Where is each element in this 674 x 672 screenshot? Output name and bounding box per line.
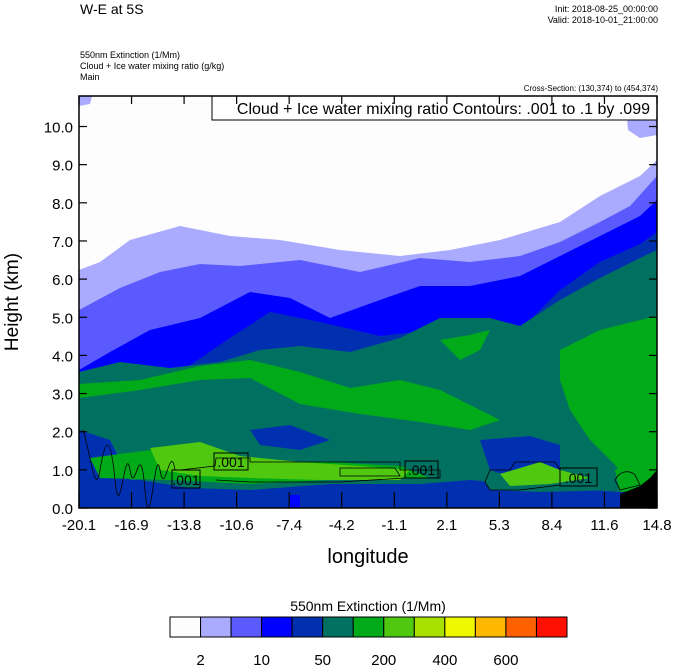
band-level-6 <box>560 316 657 470</box>
band-level-6 <box>79 360 500 430</box>
mixing-ratio-contours: .001 .001 .001 .001 <box>82 429 641 509</box>
extinction-field <box>79 96 657 508</box>
cross-section-label: Cross-Section: (130,374) to (454,374) <box>524 84 659 93</box>
x-tick-label: 14.8 <box>642 517 671 534</box>
colorbar-label: 10 <box>253 652 270 667</box>
colorbar-swatch <box>413 616 446 638</box>
init-time: Init: 2018-08-25_00:00:00 <box>555 4 658 14</box>
x-tick-label: 5.3 <box>489 517 510 534</box>
colorbar-swatch <box>230 616 263 638</box>
contour-label: .001 <box>565 470 592 486</box>
colorbar: 2 10 50 200 400 600 <box>169 616 568 669</box>
x-tick-label: -4.2 <box>329 517 355 534</box>
contour-label-box <box>404 460 439 479</box>
colorbar-swatch <box>383 616 415 638</box>
colorbar-swatch <box>261 616 293 638</box>
x-tick-label: -1.1 <box>381 517 407 534</box>
colorbar-swatch <box>444 616 476 638</box>
contour-label-box <box>559 467 598 487</box>
y-tick-label: 1.0 <box>52 463 73 480</box>
colorbar-label: 50 <box>314 652 331 667</box>
subtitle-mixing-ratio: Cloud + Ice water mixing ratio (g/kg) <box>80 61 224 71</box>
terrain <box>620 470 657 508</box>
x-tick-label: -20.1 <box>62 517 96 534</box>
y-tick-label: 5.0 <box>52 310 73 327</box>
contour-line <box>82 429 176 509</box>
axes: 0.0 1.0 2.0 3.0 4.0 5.0 6.0 7.0 8.0 9.0 10.0 -20.1 -… <box>44 96 672 534</box>
colorbar-swatch <box>291 616 324 638</box>
band-level-4 <box>250 425 330 450</box>
contour-label-box <box>171 469 201 489</box>
contour-label-box <box>213 452 249 471</box>
colorbar-label: 2 <box>196 652 204 667</box>
y-tick-label: 9.0 <box>52 158 73 175</box>
colorbar-swatch <box>474 616 507 638</box>
plot-title: W-E at 5S <box>80 1 144 17</box>
x-tick-label: 2.1 <box>436 517 457 534</box>
y-tick-label: 2.0 <box>52 425 73 442</box>
contour-label: .001 <box>172 472 199 488</box>
band-level-1 <box>79 96 92 106</box>
x-tick-label: 8.4 <box>541 517 562 534</box>
y-tick-label: 4.0 <box>52 348 73 365</box>
y-tick-label: 8.0 <box>52 196 73 213</box>
subtitle-extinction: 550nm Extinction (1/Mm) <box>80 50 180 60</box>
contour-info: Cloud + Ice water mixing ratio Contours:… <box>237 101 650 118</box>
colorbar-title: 550nm Extinction (1/Mm) <box>290 598 446 614</box>
x-tick-label: -7.4 <box>276 517 302 534</box>
x-tick-label: 11.6 <box>590 517 618 534</box>
plot-frame <box>78 95 658 509</box>
valid-time: Valid: 2018-10-01_21:00:00 <box>548 15 658 25</box>
contour-line <box>484 461 561 491</box>
colorbar-swatch <box>352 616 385 638</box>
contour-label: .001 <box>408 462 435 478</box>
subtitle-main: Main <box>80 72 100 82</box>
contour-line <box>179 457 441 483</box>
y-tick-label: 10.0 <box>44 120 73 137</box>
colorbar-swatch <box>322 616 354 638</box>
y-axis-label: Height (km) <box>2 253 23 351</box>
y-tick-label: 3.0 <box>52 387 73 404</box>
contour-label: .001 <box>217 454 244 470</box>
y-tick-label: 6.0 <box>52 272 73 289</box>
contour-line <box>339 467 401 477</box>
x-tick-label: -16.9 <box>114 517 148 534</box>
band-level-6 <box>440 330 490 360</box>
colorbar-label: 200 <box>371 652 396 667</box>
colorbar-swatch <box>200 616 232 638</box>
band-level-3 <box>290 495 300 508</box>
colorbar-swatch <box>169 616 202 638</box>
colorbar-swatch <box>505 616 537 638</box>
colorbar-label: 400 <box>432 652 457 667</box>
y-tick-label: 0.0 <box>52 501 73 518</box>
x-tick-label: -13.8 <box>167 517 201 534</box>
y-tick-label: 7.0 <box>52 234 73 251</box>
band-level-7 <box>500 462 590 486</box>
contour-line <box>614 471 641 491</box>
x-tick-label: -10.6 <box>220 517 254 534</box>
colorbar-label: 600 <box>493 652 518 667</box>
colorbar-swatch <box>535 616 568 638</box>
x-axis-label: longitude <box>327 546 408 568</box>
